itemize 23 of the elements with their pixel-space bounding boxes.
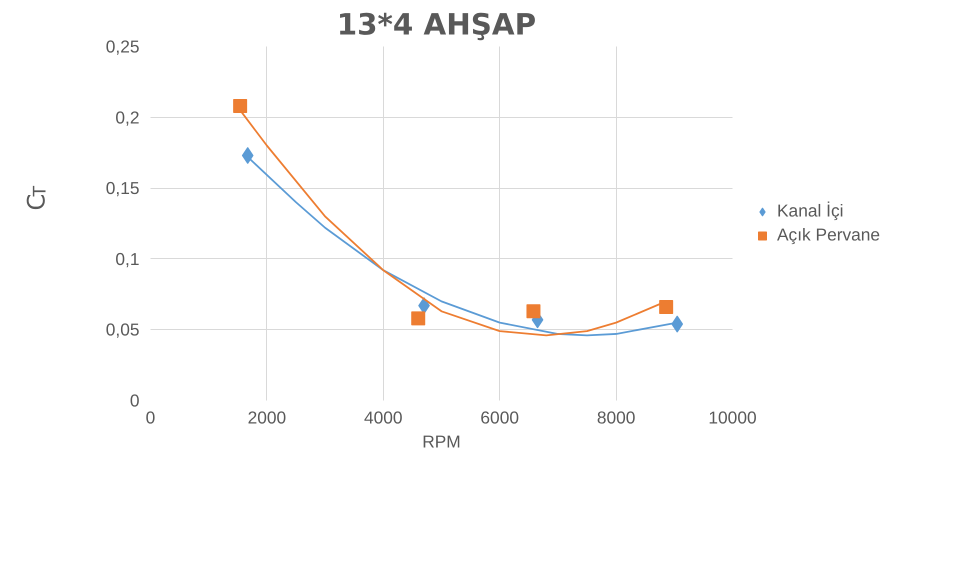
y-axis-title: CT xyxy=(22,186,50,210)
x-tick-label: 4000 xyxy=(364,408,403,428)
x-axis-title: RPM xyxy=(422,432,461,452)
x-tick-label: 10000 xyxy=(708,408,757,428)
x-tick-label: 6000 xyxy=(480,408,519,428)
legend-label: Açık Pervane xyxy=(777,224,880,246)
y-tick-label: 0,15 xyxy=(106,178,140,198)
x-tick-label: 8000 xyxy=(596,408,636,428)
legend-label: Kanal İçi xyxy=(777,200,844,222)
point xyxy=(671,316,684,333)
y-tick-label: 0,25 xyxy=(106,36,140,56)
x-tick-label: 0 xyxy=(146,408,156,428)
y-tick-label: 0 xyxy=(130,390,140,410)
x-tick-label: 2000 xyxy=(248,408,286,428)
point xyxy=(233,98,248,113)
point xyxy=(242,147,254,164)
y-tick-label: 0,05 xyxy=(106,320,140,340)
point xyxy=(659,300,674,314)
y-tick-label: 0,1 xyxy=(115,248,140,269)
point xyxy=(526,304,540,318)
y-tick-label: 0,2 xyxy=(115,107,140,128)
point xyxy=(411,311,426,326)
chart-title: 13*4 AHŞAP xyxy=(336,8,536,42)
